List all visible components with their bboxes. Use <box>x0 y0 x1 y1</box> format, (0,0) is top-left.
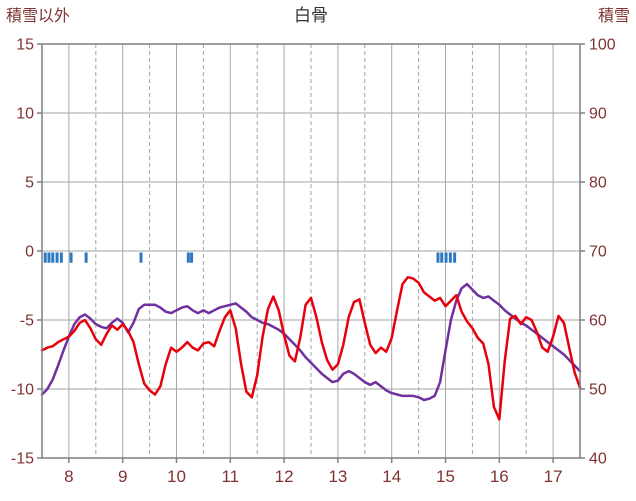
right-axis-label: 60 <box>589 313 607 330</box>
right-axis-label: 40 <box>589 451 607 468</box>
right-axis-title: 積雪 <box>598 7 630 25</box>
x-axis-label: 10 <box>167 467 186 486</box>
x-axis-label: 15 <box>436 467 455 486</box>
x-axis-label: 13 <box>328 467 347 486</box>
left-axis-label: -15 <box>11 451 34 468</box>
x-axis-label: 9 <box>118 467 127 486</box>
left-axis-title: 積雪以外 <box>6 7 70 25</box>
right-axis-label: 70 <box>589 244 607 261</box>
red-line <box>40 275 582 421</box>
right-axis-label: 50 <box>589 382 607 399</box>
x-axis-label: 14 <box>382 467 401 486</box>
chart-title: 白骨 <box>294 6 328 25</box>
right-axis-label: 80 <box>589 175 607 192</box>
right-axis-label: 90 <box>589 106 607 123</box>
x-axis-label: 8 <box>64 467 73 486</box>
left-axis-label: -10 <box>11 382 34 399</box>
right-axis-label: 100 <box>589 37 616 54</box>
left-axis-label: 15 <box>16 37 34 54</box>
purple-line <box>40 282 582 402</box>
left-axis-label: 5 <box>25 175 34 192</box>
x-axis-label: 11 <box>221 467 239 486</box>
x-axis-label: 16 <box>490 467 509 486</box>
left-axis-label: 0 <box>25 244 34 261</box>
left-axis-label: 10 <box>16 106 34 123</box>
x-axis-label: 12 <box>275 467 294 486</box>
left-axis-label: -5 <box>20 313 34 330</box>
x-axis-label: 17 <box>544 467 563 486</box>
